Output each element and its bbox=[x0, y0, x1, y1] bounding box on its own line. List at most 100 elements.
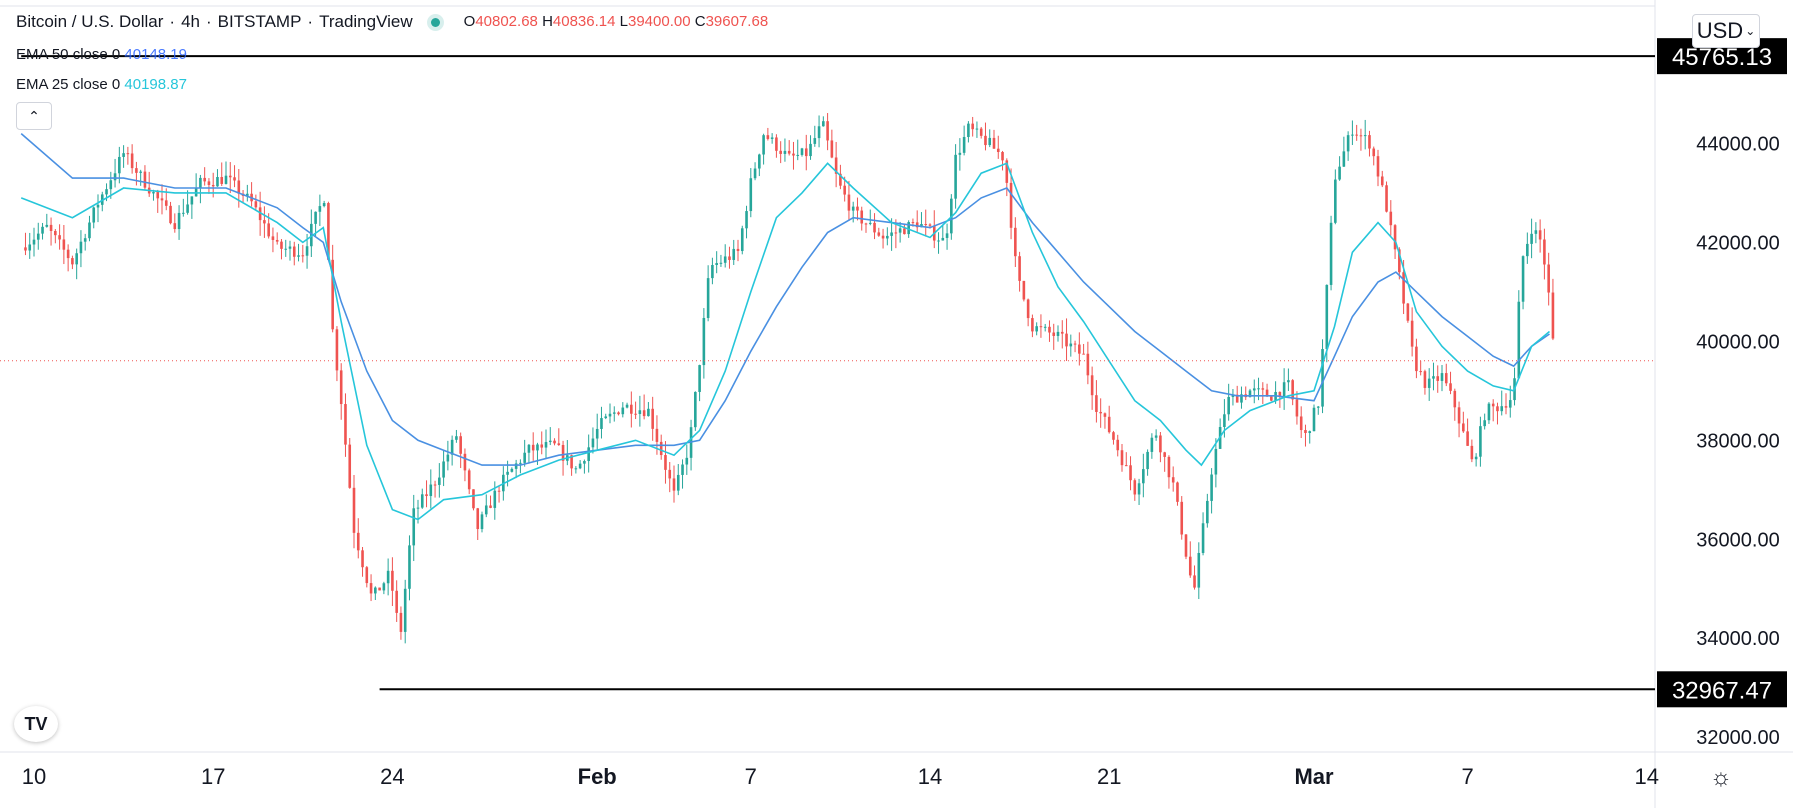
ema25-label: EMA 25 close 0 bbox=[16, 76, 121, 93]
candle-body bbox=[1538, 230, 1542, 240]
candle-body bbox=[702, 317, 706, 366]
candle-body bbox=[1052, 332, 1056, 336]
candle-body bbox=[1287, 380, 1290, 383]
collapse-legend-button[interactable]: ⌃ bbox=[16, 102, 52, 130]
candle-body bbox=[587, 447, 590, 462]
settings-sun-icon[interactable]: ☼ bbox=[1710, 764, 1732, 791]
candle-body bbox=[996, 148, 1000, 153]
candle-body bbox=[531, 444, 535, 451]
tradingview-logo-icon[interactable]: TV bbox=[14, 706, 58, 742]
candle-body bbox=[459, 436, 462, 454]
candle-body bbox=[433, 484, 437, 486]
candle-body bbox=[856, 206, 859, 211]
exchange-label: BITSTAMP bbox=[217, 12, 302, 31]
candle-body bbox=[937, 240, 940, 242]
candle-body bbox=[96, 204, 100, 208]
candle-body bbox=[271, 236, 275, 240]
candle-body bbox=[1116, 439, 1120, 451]
ema25-legend[interactable]: EMA 25 close 0 40198.87 bbox=[16, 76, 187, 93]
candle-body bbox=[886, 235, 889, 239]
candle-body bbox=[203, 177, 206, 182]
candle-body bbox=[254, 201, 258, 208]
candle-body bbox=[216, 177, 219, 187]
open-value: 40802.68 bbox=[475, 13, 538, 30]
chevron-up-icon: ⌃ bbox=[28, 107, 40, 124]
candle-body bbox=[1427, 378, 1431, 388]
candle-body bbox=[292, 246, 296, 257]
candle-body bbox=[536, 444, 539, 451]
candle-body bbox=[1393, 225, 1397, 250]
currency-select[interactable]: USD ⌄ bbox=[1692, 14, 1760, 48]
candle-body bbox=[1112, 432, 1115, 440]
candle-body bbox=[877, 232, 881, 236]
candle-body bbox=[971, 123, 974, 130]
candle-body bbox=[1086, 353, 1090, 376]
candle-body bbox=[1150, 437, 1154, 452]
candle-body bbox=[425, 494, 428, 497]
candle-body bbox=[728, 256, 731, 260]
candle-body bbox=[826, 121, 829, 141]
candle-body bbox=[758, 154, 761, 169]
candle-body bbox=[1248, 390, 1252, 398]
candle-body bbox=[1201, 523, 1205, 553]
candle-body bbox=[1547, 264, 1550, 293]
high-value: 40836.14 bbox=[552, 13, 616, 30]
candle-body bbox=[574, 468, 578, 470]
candle-body bbox=[207, 181, 211, 185]
ema50-line bbox=[20, 132, 1550, 466]
candle-body bbox=[544, 442, 548, 448]
candle-body bbox=[1500, 406, 1504, 412]
candle-body bbox=[553, 440, 556, 444]
candle-body bbox=[1193, 575, 1196, 588]
candle-body bbox=[1043, 326, 1047, 328]
candle-body bbox=[583, 461, 586, 464]
candle-body bbox=[1133, 480, 1137, 495]
candle-body bbox=[1291, 380, 1294, 400]
candle-body bbox=[1107, 416, 1111, 433]
candle-body bbox=[1060, 331, 1064, 334]
candle-body bbox=[570, 455, 573, 469]
candle-body bbox=[190, 196, 194, 205]
candle-body bbox=[1316, 406, 1320, 408]
candle-body bbox=[920, 224, 923, 228]
candle-body bbox=[1504, 406, 1508, 408]
candle-body bbox=[416, 507, 420, 509]
candle-body bbox=[1368, 135, 1371, 149]
candle-body bbox=[489, 505, 492, 508]
symbol-name[interactable]: Bitcoin / U.S. Dollar bbox=[16, 12, 164, 31]
candle-body bbox=[352, 487, 356, 533]
candle-body bbox=[911, 222, 915, 224]
candle-body bbox=[314, 211, 317, 224]
candle-body bbox=[1487, 403, 1491, 421]
candle-body bbox=[1171, 477, 1175, 483]
candle-body bbox=[1214, 448, 1218, 475]
candle-body bbox=[770, 137, 774, 139]
candle-body bbox=[1120, 450, 1124, 466]
ema50-legend[interactable]: EMA 50 close 0 40148.19 bbox=[16, 46, 187, 63]
candle-body bbox=[135, 168, 138, 173]
candle-body bbox=[1543, 239, 1546, 265]
y-tick-label: 34000.00 bbox=[1696, 628, 1779, 650]
candle-body bbox=[1402, 272, 1405, 304]
candle-body bbox=[809, 143, 812, 157]
x-tick-label: 24 bbox=[380, 764, 404, 789]
candle-body bbox=[1474, 456, 1478, 460]
x-tick-label: 7 bbox=[1461, 764, 1473, 789]
candle-body bbox=[1146, 451, 1149, 470]
candle-body bbox=[945, 233, 949, 238]
candle-body bbox=[36, 233, 40, 240]
candle-body bbox=[344, 404, 347, 445]
candle-body bbox=[1180, 501, 1184, 535]
candle-body bbox=[1261, 388, 1265, 390]
candle-body bbox=[267, 223, 270, 237]
candle-body bbox=[1304, 430, 1307, 434]
candle-body bbox=[830, 140, 834, 158]
candle-body bbox=[54, 230, 57, 236]
ema50-label: EMA 50 close 0 bbox=[16, 46, 121, 63]
candle-body bbox=[348, 444, 352, 488]
candle-body bbox=[864, 223, 868, 225]
interval-label[interactable]: 4h bbox=[181, 12, 200, 31]
candle-body bbox=[1252, 388, 1256, 391]
candle-body bbox=[1436, 376, 1440, 381]
